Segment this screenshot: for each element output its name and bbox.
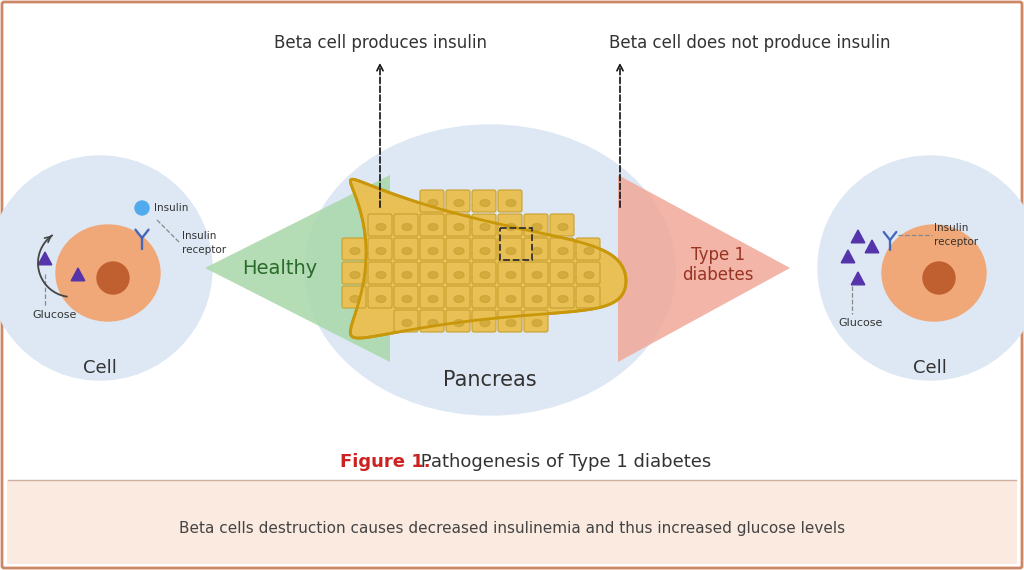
- FancyBboxPatch shape: [420, 262, 444, 284]
- FancyBboxPatch shape: [550, 238, 574, 260]
- Ellipse shape: [454, 247, 464, 254]
- Ellipse shape: [376, 295, 386, 303]
- FancyBboxPatch shape: [394, 310, 418, 332]
- Polygon shape: [618, 175, 790, 362]
- FancyBboxPatch shape: [420, 190, 444, 212]
- Ellipse shape: [532, 271, 542, 279]
- Polygon shape: [851, 230, 865, 243]
- Text: Beta cells destruction causes decreased insulinemia and thus increased glucose l: Beta cells destruction causes decreased …: [179, 520, 845, 535]
- FancyBboxPatch shape: [420, 214, 444, 236]
- FancyBboxPatch shape: [7, 480, 1017, 564]
- Ellipse shape: [350, 271, 360, 279]
- Circle shape: [818, 156, 1024, 380]
- Text: Insulin: Insulin: [154, 203, 188, 213]
- Ellipse shape: [506, 295, 516, 303]
- FancyBboxPatch shape: [472, 190, 496, 212]
- Ellipse shape: [506, 247, 516, 254]
- Text: Type 1
diabetes: Type 1 diabetes: [682, 246, 754, 284]
- Text: Figure 1.: Figure 1.: [340, 453, 431, 471]
- Ellipse shape: [376, 247, 386, 254]
- FancyBboxPatch shape: [575, 238, 600, 260]
- Text: Pancreas: Pancreas: [443, 370, 537, 390]
- Ellipse shape: [532, 223, 542, 230]
- FancyBboxPatch shape: [420, 238, 444, 260]
- Text: Cell: Cell: [913, 359, 947, 377]
- Ellipse shape: [558, 271, 568, 279]
- FancyBboxPatch shape: [472, 286, 496, 308]
- Ellipse shape: [506, 271, 516, 279]
- Ellipse shape: [350, 247, 360, 254]
- Polygon shape: [350, 179, 626, 338]
- FancyBboxPatch shape: [394, 238, 418, 260]
- Ellipse shape: [350, 295, 360, 303]
- Ellipse shape: [506, 320, 516, 327]
- FancyBboxPatch shape: [498, 310, 522, 332]
- FancyBboxPatch shape: [498, 262, 522, 284]
- Text: Healthy: Healthy: [243, 259, 317, 278]
- Ellipse shape: [305, 125, 675, 415]
- Ellipse shape: [558, 223, 568, 230]
- Ellipse shape: [532, 320, 542, 327]
- Ellipse shape: [584, 271, 594, 279]
- FancyBboxPatch shape: [446, 238, 470, 260]
- Ellipse shape: [428, 200, 438, 206]
- FancyBboxPatch shape: [498, 214, 522, 236]
- Ellipse shape: [532, 247, 542, 254]
- Ellipse shape: [56, 225, 160, 321]
- Ellipse shape: [376, 223, 386, 230]
- FancyBboxPatch shape: [394, 214, 418, 236]
- Text: Glucose: Glucose: [838, 318, 883, 328]
- FancyBboxPatch shape: [368, 286, 392, 308]
- Ellipse shape: [558, 247, 568, 254]
- FancyBboxPatch shape: [472, 214, 496, 236]
- Text: Beta cell does not produce insulin: Beta cell does not produce insulin: [609, 34, 891, 52]
- FancyBboxPatch shape: [550, 286, 574, 308]
- FancyBboxPatch shape: [550, 214, 574, 236]
- FancyBboxPatch shape: [446, 286, 470, 308]
- Bar: [500, 228, 532, 260]
- Ellipse shape: [480, 200, 490, 206]
- FancyBboxPatch shape: [498, 238, 522, 260]
- FancyBboxPatch shape: [524, 310, 548, 332]
- Circle shape: [0, 156, 212, 380]
- Ellipse shape: [454, 200, 464, 206]
- Ellipse shape: [402, 247, 412, 254]
- Ellipse shape: [480, 223, 490, 230]
- FancyBboxPatch shape: [472, 310, 496, 332]
- FancyBboxPatch shape: [420, 310, 444, 332]
- Polygon shape: [205, 175, 390, 362]
- Ellipse shape: [428, 271, 438, 279]
- Ellipse shape: [506, 223, 516, 230]
- Text: Pathogenesis of Type 1 diabetes: Pathogenesis of Type 1 diabetes: [415, 453, 712, 471]
- Circle shape: [97, 262, 129, 294]
- Ellipse shape: [428, 247, 438, 254]
- FancyBboxPatch shape: [394, 262, 418, 284]
- Ellipse shape: [480, 320, 490, 327]
- Ellipse shape: [558, 295, 568, 303]
- FancyBboxPatch shape: [342, 238, 366, 260]
- Polygon shape: [865, 240, 879, 253]
- Ellipse shape: [480, 295, 490, 303]
- FancyBboxPatch shape: [342, 262, 366, 284]
- Ellipse shape: [584, 295, 594, 303]
- FancyBboxPatch shape: [446, 310, 470, 332]
- Circle shape: [923, 262, 955, 294]
- FancyBboxPatch shape: [446, 262, 470, 284]
- Ellipse shape: [532, 295, 542, 303]
- Ellipse shape: [506, 200, 516, 206]
- Circle shape: [135, 201, 150, 215]
- Ellipse shape: [882, 225, 986, 321]
- Ellipse shape: [454, 271, 464, 279]
- FancyBboxPatch shape: [498, 190, 522, 212]
- FancyBboxPatch shape: [472, 262, 496, 284]
- FancyBboxPatch shape: [575, 286, 600, 308]
- FancyBboxPatch shape: [524, 286, 548, 308]
- FancyBboxPatch shape: [498, 286, 522, 308]
- Text: Beta cell produces insulin: Beta cell produces insulin: [273, 34, 486, 52]
- Ellipse shape: [402, 223, 412, 230]
- FancyBboxPatch shape: [524, 214, 548, 236]
- Ellipse shape: [428, 320, 438, 327]
- Ellipse shape: [480, 247, 490, 254]
- Ellipse shape: [402, 271, 412, 279]
